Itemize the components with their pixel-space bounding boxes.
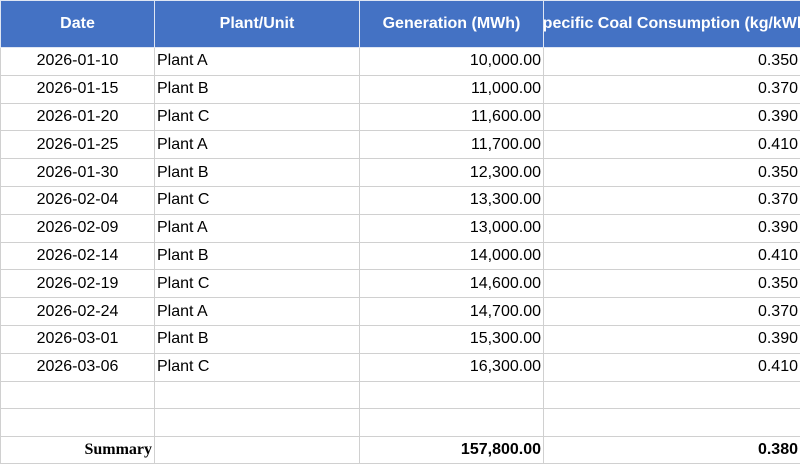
empty-cell (359, 380, 544, 410)
cell: 0.410 (543, 352, 800, 382)
cell: 16,300.00 (359, 352, 544, 382)
data-row: 2026-02-24 Plant A 14,700.00 0.370 (0, 297, 800, 326)
cell: 14,600.00 (359, 269, 544, 299)
cell: Plant B (154, 241, 360, 271)
cell: 0.350 (543, 158, 800, 187)
data-row: 2026-02-14 Plant B 14,000.00 0.410 (0, 241, 800, 271)
empty-cell (543, 380, 800, 410)
empty-cell (154, 408, 360, 438)
cell: 0.390 (543, 102, 800, 132)
cell: 0.410 (543, 241, 800, 271)
header-row: Date Plant/Unit Generation (MWh) Specifi… (0, 0, 800, 48)
cell: 14,700.00 (359, 297, 544, 326)
summary-cell: 0.380 (543, 436, 800, 464)
cell: 2026-02-09 (0, 213, 155, 243)
cell: 0.370 (543, 74, 800, 104)
cell: 13,000.00 (359, 213, 544, 243)
data-row: 2026-01-10 Plant A 10,000.00 0.350 (0, 47, 800, 76)
data-row: 2026-01-15 Plant B 11,000.00 0.370 (0, 74, 800, 104)
cell: Plant A (154, 297, 360, 326)
cell: 2026-01-25 (0, 130, 155, 160)
table-body: 2026-01-10 Plant A 10,000.00 0.350 2026-01-1… (0, 47, 800, 464)
cell: Plant A (154, 213, 360, 243)
cell: Plant C (154, 102, 360, 132)
cell: Plant C (154, 185, 360, 215)
empty-row (0, 380, 800, 410)
cell: 14,000.00 (359, 241, 544, 271)
cell: 0.410 (543, 130, 800, 160)
header-cell: Generation (MWh) (359, 0, 544, 48)
data-row: 2026-02-19 Plant C 14,600.00 0.350 (0, 269, 800, 299)
cell: 11,000.00 (359, 74, 544, 104)
data-row: 2026-03-01 Plant B 15,300.00 0.390 (0, 324, 800, 354)
cell: 2026-02-19 (0, 269, 155, 299)
empty-cell (359, 408, 544, 438)
header-text: Generation (MWh) (382, 15, 521, 32)
cell: 0.370 (543, 297, 800, 326)
cell: 2026-03-06 (0, 352, 155, 382)
empty-cell (154, 380, 360, 410)
data-row: 2026-01-20 Plant C 11,600.00 0.390 (0, 102, 800, 132)
cell: 0.370 (543, 185, 800, 215)
cell: Plant B (154, 324, 360, 354)
cell: 13,300.00 (359, 185, 544, 215)
cell: 0.390 (543, 213, 800, 243)
cell: 2026-01-15 (0, 74, 155, 104)
cell: Plant C (154, 352, 360, 382)
cell: Plant A (154, 47, 360, 76)
cell: 2026-02-14 (0, 241, 155, 271)
cell: 2026-02-24 (0, 297, 155, 326)
header-cell: Specific Coal Consumption (kg/kWh) (543, 0, 800, 48)
cell: 11,700.00 (359, 130, 544, 160)
header-text: Specific Coal Consumption (kg/kWh) (544, 15, 800, 32)
header-text: Date (60, 15, 95, 32)
empty-cell (0, 380, 155, 410)
data-row: 2026-01-25 Plant A 11,700.00 0.410 (0, 130, 800, 160)
cell: 2026-02-04 (0, 185, 155, 215)
cell: 2026-01-30 (0, 158, 155, 187)
header-cell: Date (0, 0, 155, 48)
summary-row: Summary 157,800.00 0.380 (0, 436, 800, 464)
cell: 12,300.00 (359, 158, 544, 187)
header-text: Plant/Unit (219, 15, 295, 32)
empty-cell (154, 436, 360, 464)
data-row: 2026-03-06 Plant C 16,300.00 0.410 (0, 352, 800, 382)
cell: Plant B (154, 74, 360, 104)
cell: 2026-03-01 (0, 324, 155, 354)
cell: 2026-01-20 (0, 102, 155, 132)
cell: 15,300.00 (359, 324, 544, 354)
empty-row (0, 408, 800, 438)
cell: Plant B (154, 158, 360, 187)
data-row: 2026-02-04 Plant C 13,300.00 0.370 (0, 185, 800, 215)
cell: Plant C (154, 269, 360, 299)
cell: Plant A (154, 130, 360, 160)
summary-cell: 157,800.00 (359, 436, 544, 464)
cell: 10,000.00 (359, 47, 544, 76)
cell: 0.350 (543, 47, 800, 76)
cell: 0.350 (543, 269, 800, 299)
cell: 0.390 (543, 324, 800, 354)
summary-label: Summary (0, 436, 155, 464)
data-row: 2026-01-30 Plant B 12,300.00 0.350 (0, 158, 800, 187)
header-cell: Plant/Unit (154, 0, 360, 48)
empty-cell (543, 408, 800, 438)
cell: 2026-01-10 (0, 47, 155, 76)
cell: 11,600.00 (359, 102, 544, 132)
data-row: 2026-02-09 Plant A 13,000.00 0.390 (0, 213, 800, 243)
empty-cell (0, 408, 155, 438)
